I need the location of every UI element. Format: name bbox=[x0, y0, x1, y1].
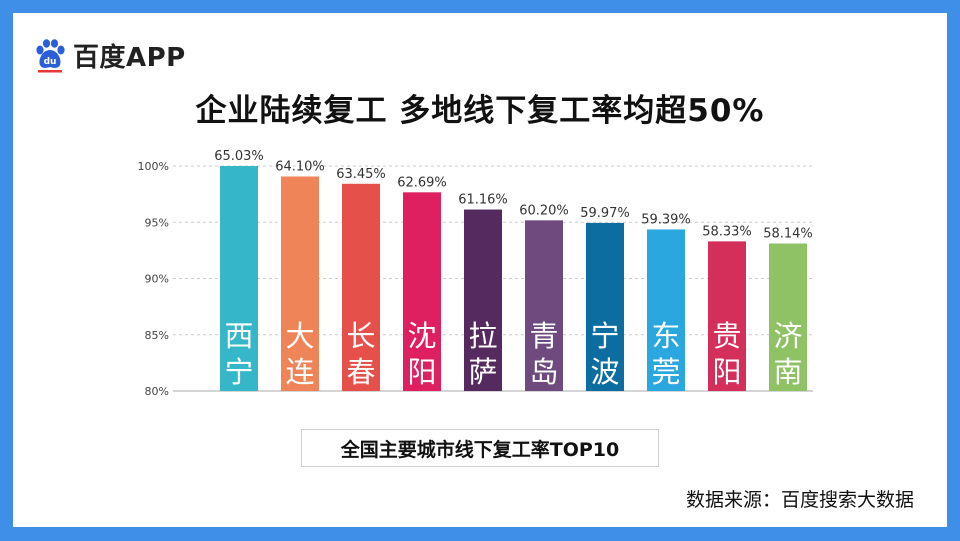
y-tick-label: 80% bbox=[145, 385, 169, 398]
y-tick-label: 95% bbox=[145, 216, 169, 229]
value-label: 64.10% bbox=[275, 159, 325, 174]
category-label: 波 bbox=[590, 355, 619, 389]
bar bbox=[281, 176, 319, 391]
category-label: 宁 bbox=[224, 355, 253, 389]
category-label: 岛 bbox=[529, 355, 558, 389]
brand-logo: du 百度APP bbox=[35, 37, 186, 74]
category-label: 南 bbox=[773, 355, 802, 389]
bar bbox=[769, 243, 807, 391]
bar bbox=[342, 183, 380, 391]
value-label: 58.14% bbox=[763, 227, 813, 242]
category-label: 沈 bbox=[407, 319, 436, 353]
category-label: 春 bbox=[346, 355, 375, 389]
brand-mark: du bbox=[44, 57, 57, 67]
chart-caption: 全国主要城市线下复工率TOP10 bbox=[301, 429, 659, 467]
y-tick-label: 100% bbox=[138, 160, 169, 173]
baidu-paw-icon: du bbox=[36, 38, 65, 72]
category-label: 济 bbox=[773, 319, 802, 353]
category-label: 大 bbox=[285, 319, 314, 353]
bar bbox=[647, 229, 685, 391]
category-label: 西 bbox=[224, 319, 253, 353]
bar bbox=[525, 220, 563, 391]
category-label: 东 bbox=[651, 319, 680, 353]
category-label: 宁 bbox=[590, 319, 619, 353]
bar bbox=[403, 192, 441, 391]
bar bbox=[220, 166, 258, 391]
brand-name: 百度APP bbox=[73, 43, 186, 73]
value-label: 58.33% bbox=[702, 224, 752, 239]
value-label: 60.20% bbox=[519, 203, 569, 218]
value-label: 61.16% bbox=[458, 193, 508, 208]
category-label: 拉 bbox=[468, 319, 497, 353]
value-label: 59.97% bbox=[580, 206, 630, 221]
category-label: 莞 bbox=[651, 355, 680, 389]
data-source: 数据来源：百度搜索大数据 bbox=[685, 489, 914, 511]
category-label: 萨 bbox=[468, 355, 497, 389]
category-label: 长 bbox=[346, 319, 375, 353]
bar bbox=[708, 241, 746, 391]
category-label: 青 bbox=[529, 319, 558, 353]
category-label: 连 bbox=[285, 355, 314, 389]
category-label: 阳 bbox=[407, 355, 436, 389]
page-title: 企业陆续复工 多地线下复工率均超50% bbox=[195, 93, 765, 129]
bar-chart: 100%95%90%85%80%65.03%西宁64.10%大连63.45%长春… bbox=[138, 149, 813, 398]
value-label: 65.03% bbox=[214, 149, 264, 164]
category-label: 阳 bbox=[712, 355, 741, 389]
y-tick-label: 90% bbox=[145, 273, 169, 286]
y-tick-label: 85% bbox=[145, 329, 169, 342]
bar bbox=[586, 222, 624, 391]
value-label: 62.69% bbox=[397, 175, 447, 190]
category-label: 贵 bbox=[712, 319, 741, 353]
slide: du 百度APP 企业陆续复工 多地线下复工率均超50% 100% 95% 90% 8… bbox=[13, 13, 947, 527]
value-label: 59.39% bbox=[641, 212, 691, 227]
value-label: 63.45% bbox=[336, 167, 386, 182]
bar bbox=[464, 209, 502, 391]
